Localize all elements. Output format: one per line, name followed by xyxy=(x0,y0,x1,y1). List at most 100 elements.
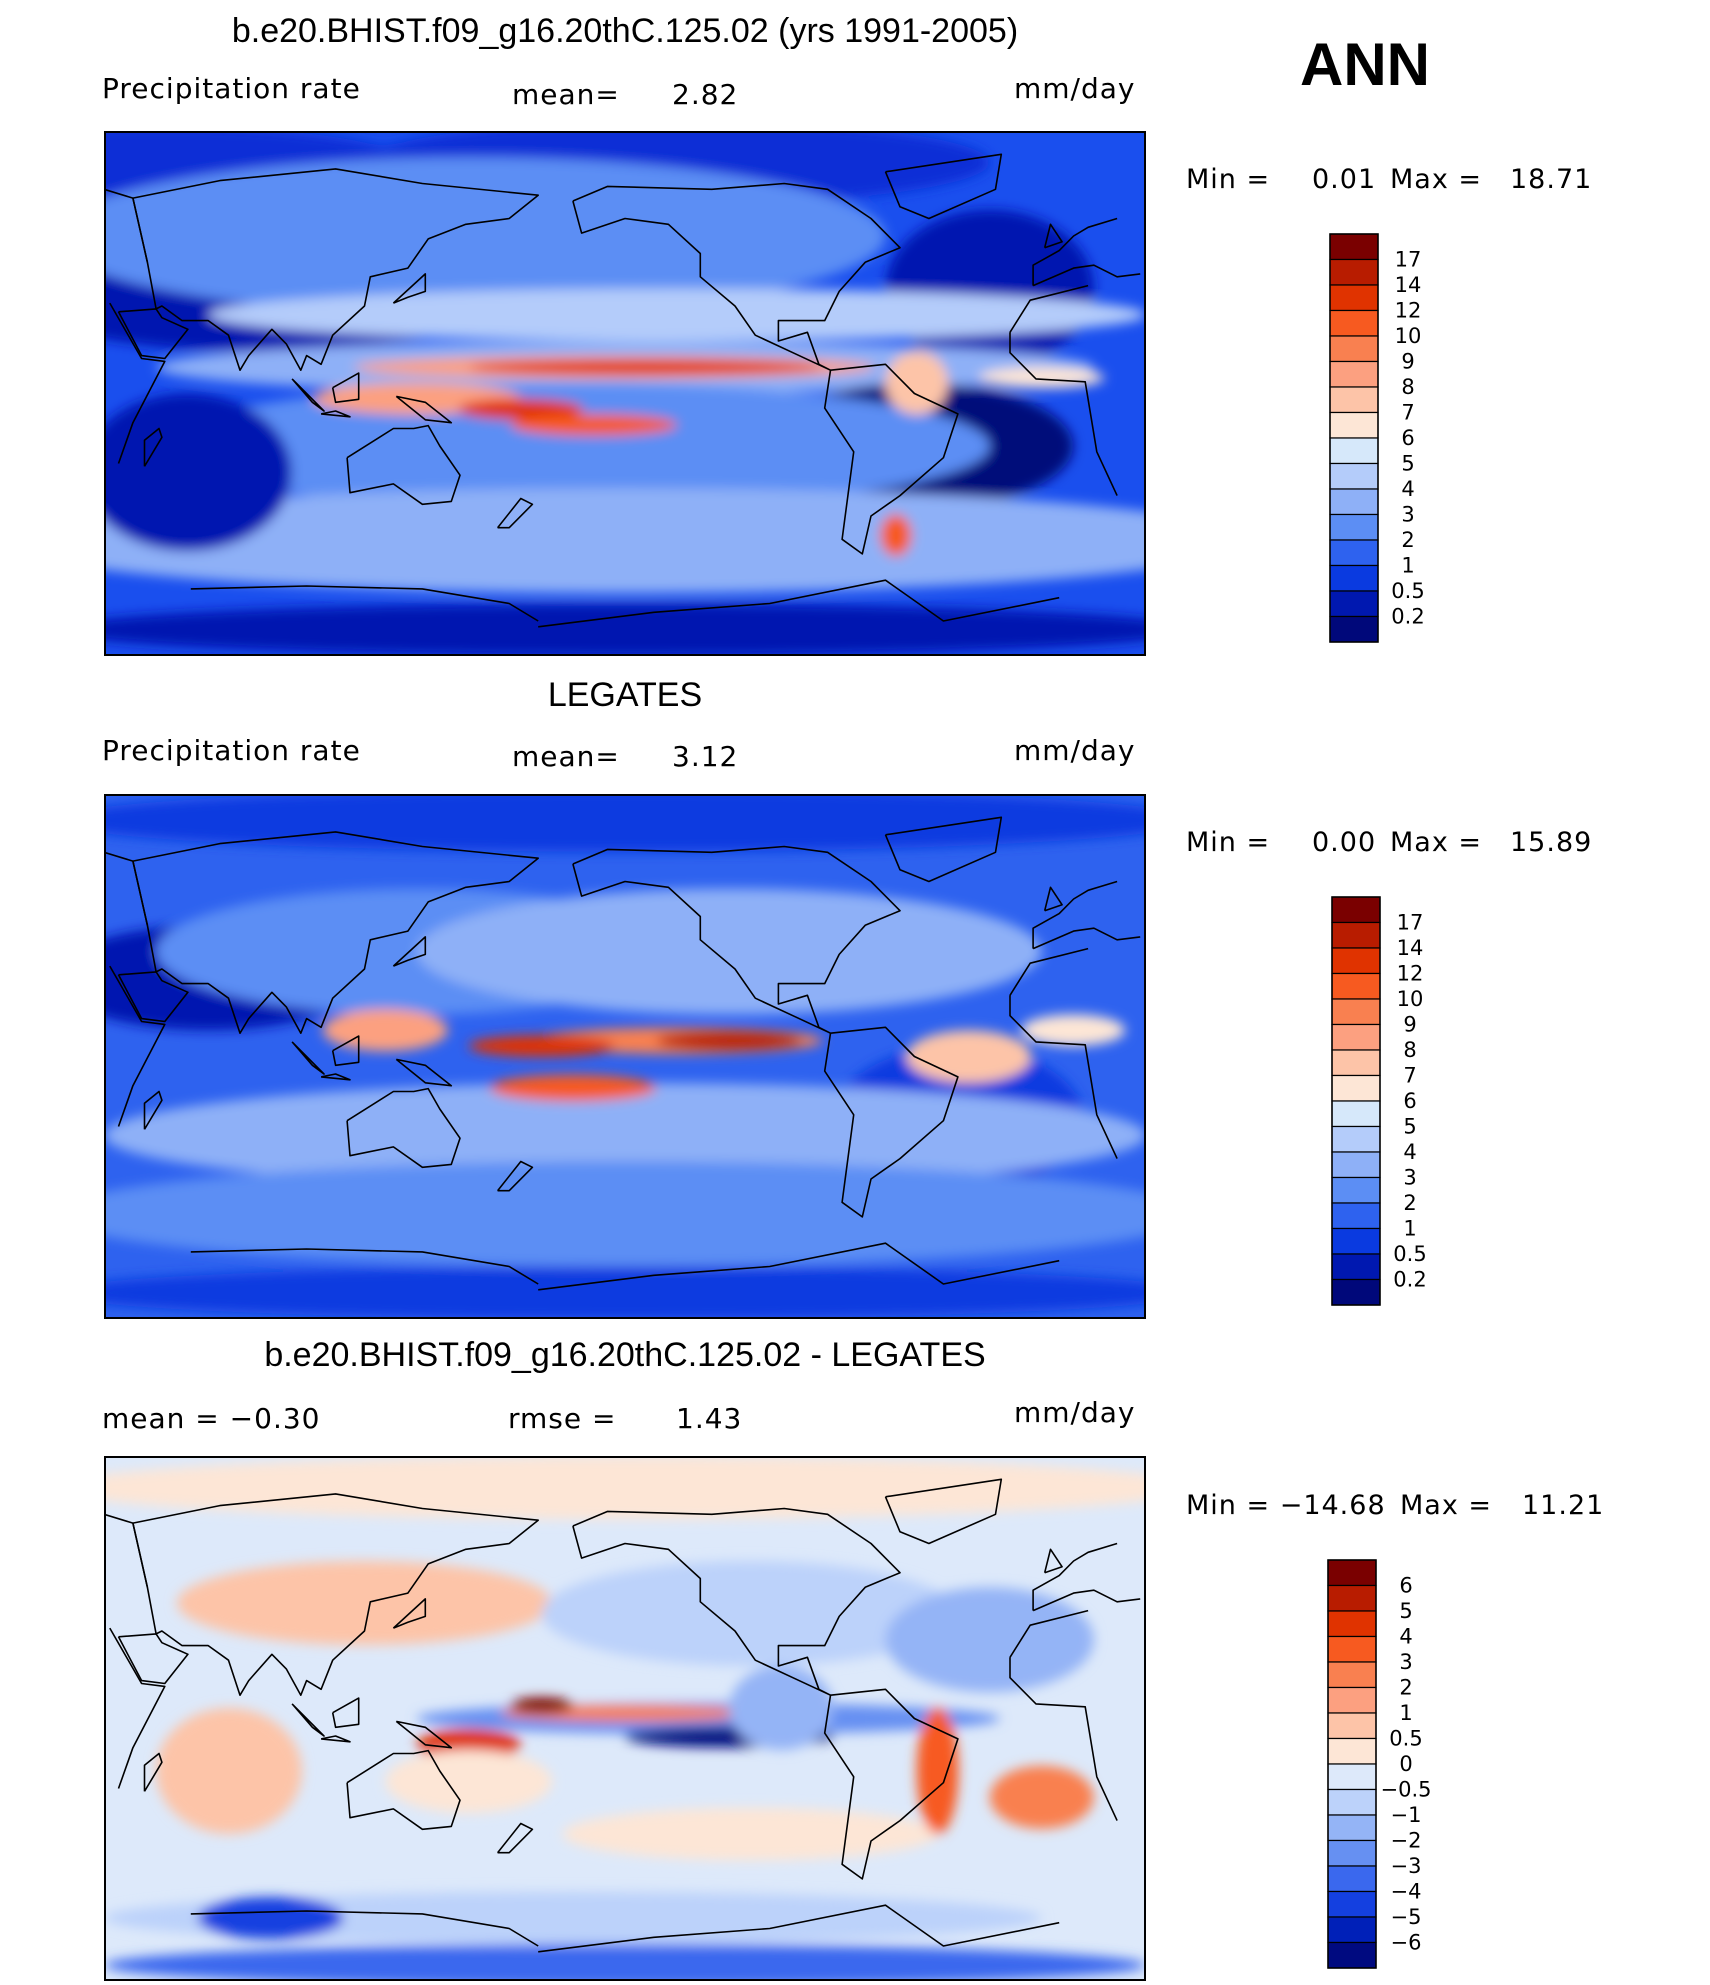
colorbar-tick-label: −6 xyxy=(1391,1931,1422,1955)
field-region xyxy=(885,1587,1094,1693)
field-region xyxy=(104,603,1146,656)
coastline xyxy=(395,395,453,424)
coastline xyxy=(109,284,1118,496)
field-region xyxy=(104,1266,1146,1319)
coastline xyxy=(143,1090,163,1130)
colorbar-tick-label: 5 xyxy=(1399,1599,1412,1623)
colorbar-swatch xyxy=(1331,998,1381,1026)
colorbar-swatch xyxy=(1327,1686,1377,1714)
coastline xyxy=(190,579,1060,628)
colorbar-tick-label: 0.2 xyxy=(1393,1268,1426,1292)
field-region xyxy=(416,888,1042,1015)
colorbar-tick-label: 0.5 xyxy=(1393,1242,1426,1266)
colorbar-tick-label: 0 xyxy=(1399,1752,1412,1776)
colorbar-swatch xyxy=(1329,284,1379,312)
colorbar-swatch xyxy=(1329,488,1379,516)
field-region xyxy=(489,1074,657,1102)
colorbar-swatch xyxy=(1331,1278,1381,1306)
colorbar-tick-label: 3 xyxy=(1401,503,1414,527)
max-label: Max = xyxy=(1390,827,1483,858)
field-region xyxy=(510,1697,573,1714)
rmse-label: rmse = xyxy=(508,1402,617,1435)
colorbar-tick-label: 2 xyxy=(1401,528,1414,552)
colorbar-swatch xyxy=(1327,1865,1377,1893)
mean-value: 3.12 xyxy=(672,740,739,773)
panel-title: b.e20.BHIST.f09_g16.20thC.125.02 (yrs 19… xyxy=(231,12,1019,50)
min-value: 0.01 xyxy=(1312,164,1377,195)
field-contours xyxy=(104,794,1146,1319)
coastline xyxy=(320,1735,351,1743)
colorbar-tick-label: 6 xyxy=(1401,426,1414,450)
coastline xyxy=(346,1749,461,1831)
colorbar-tick-label: 10 xyxy=(1395,324,1422,348)
field-region xyxy=(885,351,949,415)
colorbar-tick-label: 14 xyxy=(1397,936,1424,960)
coastline xyxy=(291,378,325,412)
field-region xyxy=(208,288,1146,341)
colorbar-swatch xyxy=(1327,1941,1377,1969)
colorbar-swatch xyxy=(1327,1559,1377,1587)
max-value: 11.21 xyxy=(1522,1490,1605,1521)
colorbar-swatch xyxy=(1327,1839,1377,1867)
colorbar-swatch xyxy=(1331,1253,1381,1281)
coastline xyxy=(143,1752,163,1792)
field-region xyxy=(1020,1014,1126,1046)
panel-title: b.e20.BHIST.f09_g16.20thC.125.02 - LEGAT… xyxy=(264,1336,986,1374)
field-region xyxy=(656,1031,803,1051)
colorbar-swatch xyxy=(1331,1176,1381,1204)
panel-title: LEGATES xyxy=(547,676,703,714)
map-model xyxy=(104,131,1146,656)
coastline xyxy=(320,410,351,418)
coastline xyxy=(884,153,1003,220)
coastline xyxy=(346,424,461,506)
units-label: mm/day xyxy=(1014,1396,1136,1429)
coastline xyxy=(117,1633,189,1685)
colorbar-tick-label: 9 xyxy=(1401,350,1414,374)
variable-label: Precipitation rate xyxy=(102,72,361,105)
coastline xyxy=(496,497,534,529)
field-region xyxy=(885,209,1094,368)
rmse-value: 1.43 xyxy=(676,1402,743,1435)
colorbar-swatch xyxy=(1331,1100,1381,1128)
field-region xyxy=(104,488,1146,593)
colorbar-swatch xyxy=(1327,1916,1377,1944)
coastline xyxy=(320,1073,351,1081)
coastline xyxy=(346,1087,461,1169)
field-region xyxy=(104,1161,1146,1267)
field-region xyxy=(541,1561,959,1666)
coastline xyxy=(1043,223,1063,249)
colorbar-swatch xyxy=(1329,615,1379,643)
coastline xyxy=(572,845,901,1034)
field-region xyxy=(729,1666,834,1750)
colorbar-swatch xyxy=(1327,1788,1377,1816)
coastline xyxy=(392,936,427,967)
field-region xyxy=(197,1897,344,1939)
map-diff xyxy=(104,1456,1146,1981)
colorbar-tick-label: 7 xyxy=(1401,401,1414,425)
colorbar-tick-label: 17 xyxy=(1395,248,1422,272)
coastline xyxy=(331,1697,360,1729)
colorbar-swatch xyxy=(1331,1125,1381,1153)
colorbar-tick-label: −1 xyxy=(1391,1803,1422,1827)
map-frame xyxy=(104,1456,1146,1981)
colorbar-tick-label: 0.5 xyxy=(1391,579,1424,603)
units-label: mm/day xyxy=(1014,72,1136,105)
coastline xyxy=(1043,886,1063,912)
colorbar-swatch xyxy=(1329,411,1379,439)
colorbar-swatch xyxy=(1331,1023,1381,1051)
colorbar-tick-label: 12 xyxy=(1397,962,1424,986)
field-region xyxy=(510,414,678,436)
colorbar-swatch xyxy=(1327,1610,1377,1638)
colorbar-swatch xyxy=(1329,386,1379,414)
variable-label: Precipitation rate xyxy=(102,734,361,767)
min-value: 0.00 xyxy=(1312,827,1377,858)
field-region xyxy=(104,1944,1146,1981)
colorbar-swatch xyxy=(1331,1074,1381,1102)
coastline xyxy=(823,1688,959,1880)
field-region xyxy=(906,1030,1032,1083)
colorbar-tick-label: 0.5 xyxy=(1389,1727,1422,1751)
colorbar-swatch xyxy=(1331,972,1381,1000)
mean-label: mean= xyxy=(512,78,620,111)
